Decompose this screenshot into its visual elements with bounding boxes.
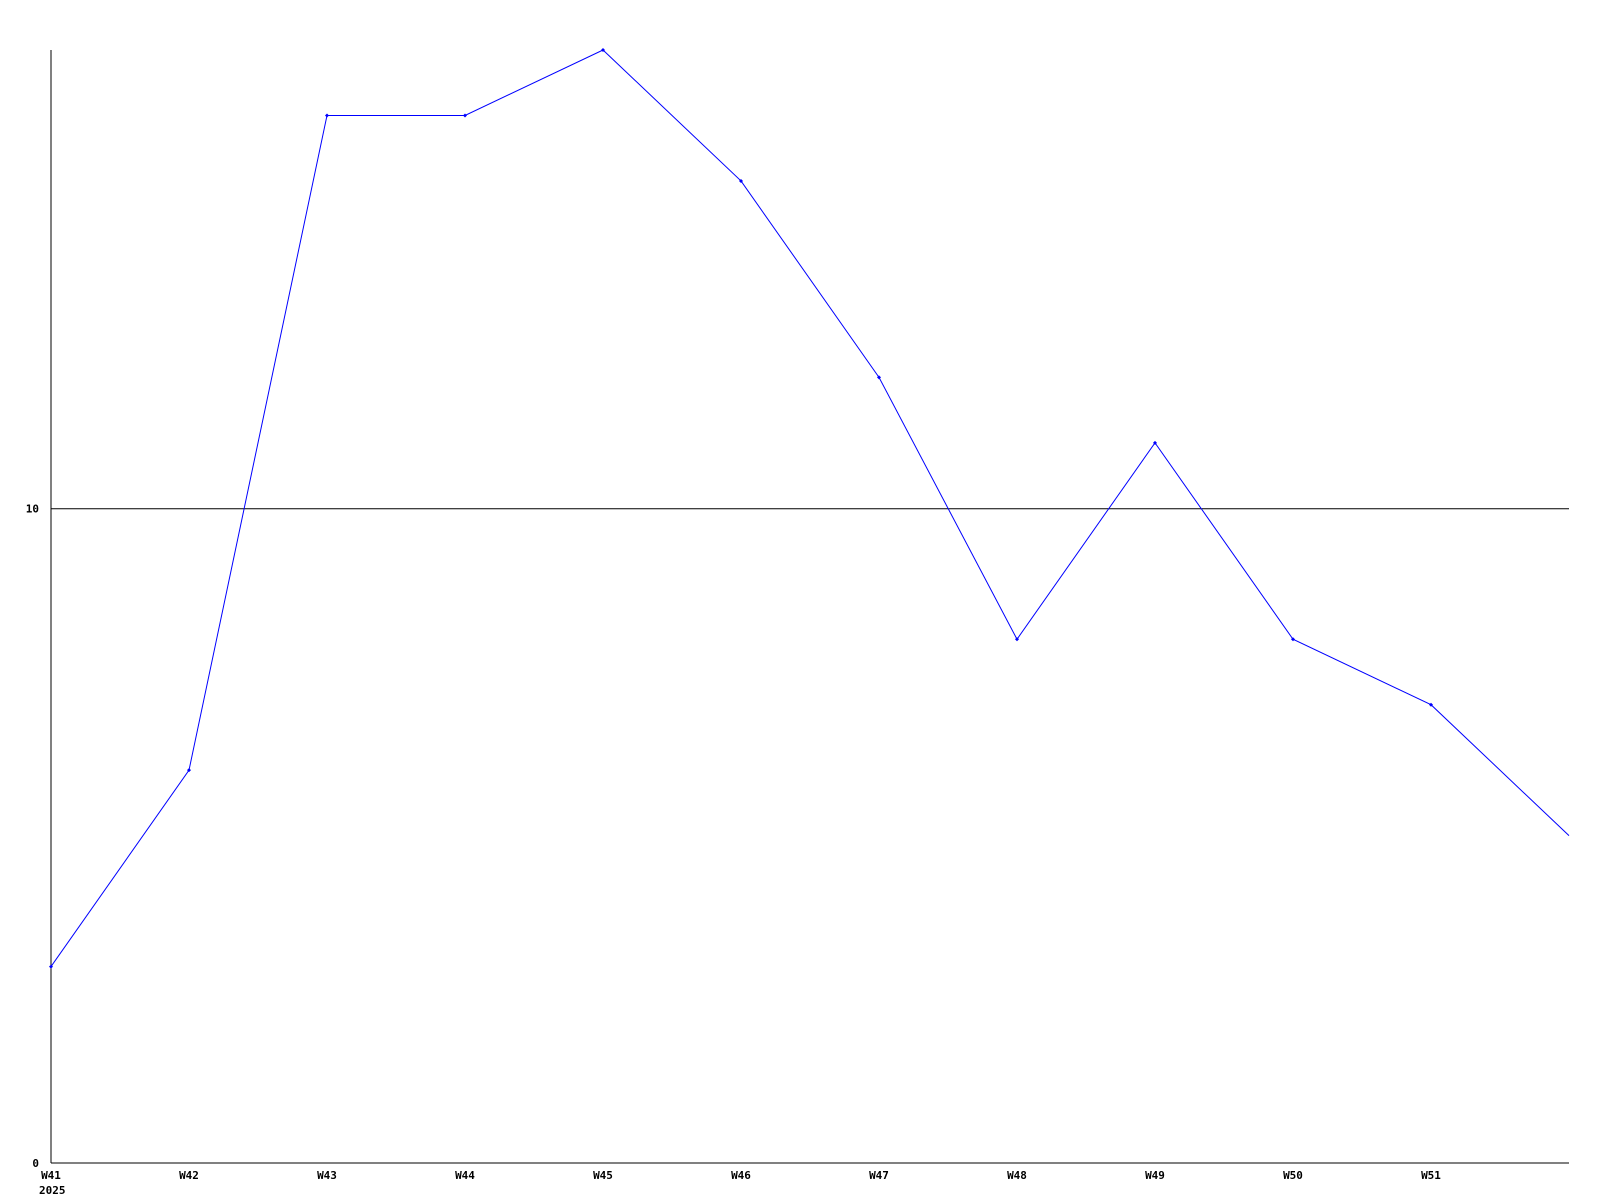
data-point — [1015, 637, 1019, 642]
x-tick-label: W46 — [731, 1169, 751, 1182]
x-tick-label: W45 — [593, 1169, 613, 1182]
data-point — [1429, 702, 1433, 707]
data-point — [49, 964, 53, 969]
x-tick-label: W41 — [41, 1169, 61, 1182]
x-tick-label: W49 — [1145, 1169, 1165, 1182]
x-tick-label: W51 — [1421, 1169, 1441, 1182]
data-point — [739, 178, 743, 183]
data-point — [463, 113, 467, 118]
data-point — [325, 113, 329, 118]
series-line — [50, 49, 1570, 967]
y-tick-label: 0 — [32, 1157, 39, 1170]
x-sublabel-year: 2025 — [39, 1184, 66, 1197]
data-point — [877, 375, 881, 380]
x-tick-label: W50 — [1283, 1169, 1303, 1182]
x-tick-label: W47 — [869, 1169, 889, 1182]
x-tick-label: W48 — [1007, 1169, 1027, 1182]
x-tick-label: W43 — [317, 1169, 337, 1182]
data-point — [187, 768, 191, 773]
data-point — [1153, 440, 1157, 445]
data-point — [1291, 637, 1295, 642]
data-point — [601, 48, 605, 52]
y-tick-label: 10 — [26, 502, 39, 515]
x-tick-label: W44 — [455, 1169, 475, 1182]
x-tick-label: W42 — [179, 1169, 199, 1182]
